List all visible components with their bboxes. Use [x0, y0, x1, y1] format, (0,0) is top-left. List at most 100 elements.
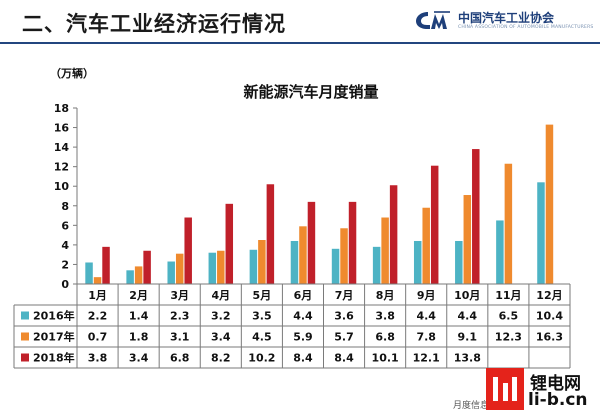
bar-2017年-5月: [258, 240, 266, 284]
bar-2018年-5月: [266, 184, 275, 284]
table-cell: 13.8: [454, 352, 481, 365]
y-tick-label: 2: [61, 258, 69, 271]
caam-logo-icon: [416, 11, 450, 29]
bar-2017年-11月: [504, 163, 513, 284]
bar-2016年-11月: [496, 220, 504, 284]
table-cell: 3.4: [129, 352, 149, 365]
x-tick-label: 8月: [376, 289, 395, 302]
table-cell: 3.6: [334, 310, 354, 323]
legend-label: 2016年: [33, 309, 75, 323]
table-cell: 0.7: [88, 331, 108, 344]
table-cell: 5.7: [334, 331, 354, 344]
header-rule: [0, 42, 600, 44]
legend-swatch-2016年: [21, 311, 29, 320]
bar-2016年-10月: [455, 240, 463, 284]
bar-2018年-2月: [143, 250, 151, 284]
bar-2018年-10月: [472, 149, 480, 284]
bar-2016年-7月: [331, 248, 340, 284]
table-cell: 6.8: [375, 331, 395, 344]
table-cell: 12.3: [495, 331, 522, 344]
bar-2016年-3月: [167, 261, 175, 284]
logo-subtitle: CHINA ASSOCIATION OF AUTOMOBILE MANUFACT…: [458, 25, 594, 30]
x-tick-label: 10月: [454, 289, 480, 302]
bar-2016年-8月: [372, 246, 381, 284]
table-cell: 10.2: [248, 352, 275, 365]
y-tick-label: 0: [61, 278, 69, 291]
table-cell: 2.3: [170, 310, 190, 323]
table-cell: 12.1: [413, 352, 440, 365]
table-cell: 4.4: [293, 310, 313, 323]
slide-header: 二、汽车工业经济运行情况 中国汽车工业协会 CHINA ASSOCIATION …: [0, 0, 600, 44]
table-cell: 8.2: [211, 352, 231, 365]
y-tick-label: 4: [61, 239, 69, 252]
y-tick-label: 12: [54, 161, 69, 174]
bar-2017年-4月: [217, 250, 225, 284]
table-cell: 2.2: [88, 310, 108, 323]
x-tick-label: 5月: [253, 289, 272, 302]
y-tick-label: 14: [54, 141, 70, 154]
watermark-logo-icon: [486, 368, 524, 410]
table-cell: 3.4: [211, 331, 231, 344]
legend-label: 2018年: [33, 351, 75, 365]
x-tick-label: 7月: [335, 289, 354, 302]
y-tick-label: 18: [54, 102, 69, 115]
bar-2018年-7月: [348, 201, 357, 284]
y-tick-label: 8: [61, 200, 69, 213]
bar-2017年-7月: [340, 228, 348, 284]
table-cell: 10.4: [536, 310, 563, 323]
watermark: 锂电网 li-b.cn: [486, 368, 596, 412]
slide-title: 二、汽车工业经济运行情况: [22, 12, 286, 36]
table-cell: 5.9: [293, 331, 313, 344]
legend-swatch-2018年: [21, 353, 29, 362]
chart-title: 新能源汽车月度销量: [243, 83, 378, 101]
table-cell: 3.8: [88, 352, 108, 365]
bar-2017年-8月: [381, 217, 389, 284]
legend-swatch-2017年: [21, 332, 29, 341]
table-cell: 9.1: [458, 331, 478, 344]
table-cell: 4.4: [416, 310, 436, 323]
table-cell: 1.4: [129, 310, 149, 323]
x-tick-label: 12月: [536, 289, 562, 302]
table-cell: 3.1: [170, 331, 190, 344]
bar-2017年-3月: [175, 253, 184, 284]
table-cell: 3.2: [211, 310, 231, 323]
watermark-text-cn: 锂电网: [530, 374, 581, 394]
y-tick-label: 6: [61, 219, 69, 232]
bar-2018年-9月: [430, 165, 439, 284]
x-tick-label: 6月: [294, 289, 313, 302]
bar-2018年-4月: [225, 203, 234, 284]
bar-2016年-12月: [537, 182, 545, 284]
y-tick-label: 16: [54, 122, 70, 135]
bar-2017年-10月: [463, 195, 472, 284]
table-cell: 8.4: [293, 352, 313, 365]
table-cell: 8.4: [334, 352, 354, 365]
table-cell: 6.5: [499, 310, 519, 323]
bar-2017年-9月: [422, 207, 430, 284]
table-cell: 4.4: [458, 310, 478, 323]
bar-2017年-6月: [299, 226, 307, 284]
table-cell: 1.8: [129, 331, 149, 344]
bar-2018年-3月: [184, 217, 192, 284]
table-cell: 7.8: [416, 331, 436, 344]
bar-2017年-12月: [545, 124, 554, 284]
table-cell: 10.1: [372, 352, 399, 365]
watermark-text-url: li-b.cn: [528, 390, 588, 410]
table-cell: 6.8: [170, 352, 190, 365]
bar-2016年-4月: [208, 252, 217, 284]
logo-text: 中国汽车工业协会: [458, 11, 555, 25]
x-tick-label: 3月: [170, 289, 189, 302]
caam-logo: 中国汽车工业协会 CHINA ASSOCIATION OF AUTOMOBILE…: [414, 6, 594, 36]
x-tick-label: 11月: [495, 289, 521, 302]
x-tick-label: 9月: [417, 289, 436, 302]
y-tick-label: 10: [54, 180, 70, 193]
legend-label: 2017年: [33, 330, 75, 344]
bar-2016年-9月: [413, 240, 422, 284]
table-cell: 3.5: [252, 310, 272, 323]
bar-2016年-5月: [249, 249, 258, 284]
bar-2017年-2月: [134, 266, 143, 284]
bar-2016年-6月: [290, 240, 299, 284]
table-cell: 16.3: [536, 331, 563, 344]
x-tick-label: 4月: [211, 289, 230, 302]
bar-2018年-8月: [389, 185, 398, 284]
